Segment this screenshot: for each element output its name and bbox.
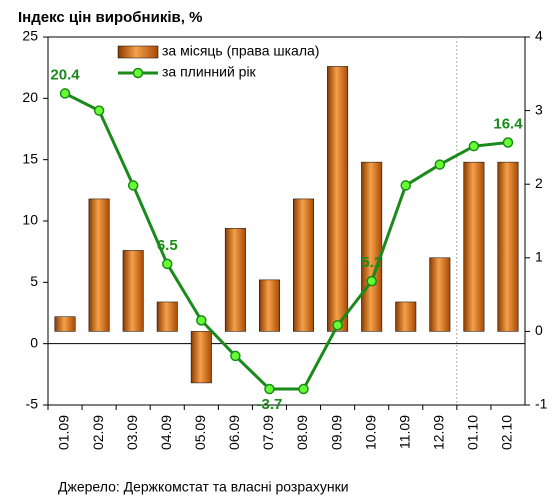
y-tick-label: 25: [22, 28, 38, 44]
y-tick-label: 15: [22, 150, 38, 166]
x-tick-label: 01.09: [56, 415, 72, 450]
bar: [122, 250, 144, 332]
y-tick-label: -5: [26, 396, 39, 412]
source-note: Джерело: Держкомстат та власні розрахунк…: [58, 479, 349, 495]
chart-title: Індекс цін виробників, %: [18, 9, 202, 26]
bar: [54, 316, 76, 332]
x-tick-label: 01.10: [465, 415, 481, 450]
y2-tick-label: 0: [535, 322, 543, 338]
data-label: 20.4: [50, 66, 80, 83]
bar: [395, 301, 417, 332]
y2-tick-label: 1: [535, 249, 543, 265]
marker: [366, 275, 377, 287]
x-tick-label: 12.09: [431, 415, 447, 450]
legend-swatch: [117, 45, 159, 59]
data-label: 16.4: [493, 115, 523, 132]
x-tick-label: 03.09: [124, 415, 140, 450]
bar: [361, 161, 383, 332]
x-tick-label: 07.09: [260, 415, 276, 450]
marker: [127, 180, 139, 191]
y2-tick-label: 4: [535, 28, 543, 44]
y2-tick-label: -1: [535, 396, 548, 412]
y-tick-label: 5: [30, 273, 38, 289]
y-tick-label: 10: [22, 212, 38, 228]
x-tick-label: 02.10: [499, 415, 515, 450]
bar: [463, 161, 485, 332]
marker: [400, 180, 411, 191]
bar: [327, 66, 349, 332]
bar: [88, 198, 110, 332]
bar: [258, 279, 280, 332]
marker: [332, 320, 343, 331]
marker: [93, 105, 105, 116]
x-tick-label: 11.09: [396, 415, 412, 449]
legend-label: за плинний рік: [162, 64, 257, 80]
x-tick-label: 09.09: [328, 415, 344, 450]
bar: [429, 257, 451, 332]
marker: [162, 258, 173, 270]
x-tick-label: 10.09: [362, 415, 378, 450]
data-label: 6.5: [157, 237, 178, 254]
data-label: -3.7: [257, 396, 283, 413]
x-tick-label: 05.09: [192, 415, 208, 450]
marker: [298, 383, 309, 395]
marker: [196, 315, 207, 326]
bar: [497, 161, 519, 332]
marker: [434, 159, 446, 170]
y-tick-label: 0: [30, 334, 38, 350]
legend-label: за місяць (права шкала): [162, 43, 319, 59]
x-tick-label: 04.09: [158, 415, 174, 450]
bar: [156, 301, 178, 332]
marker: [59, 88, 71, 99]
y2-tick-label: 2: [535, 175, 543, 191]
data-label: 5.1: [361, 254, 382, 271]
plot-frame: [47, 36, 526, 406]
line: [64, 92, 509, 391]
bar: [224, 228, 246, 332]
legend-marker: [132, 67, 144, 79]
x-tick-label: 08.09: [294, 415, 310, 450]
marker: [502, 137, 514, 148]
marker: [264, 383, 275, 395]
bar: [190, 331, 212, 384]
marker: [230, 350, 241, 362]
x-tick-label: 02.09: [90, 415, 106, 450]
bar: [293, 198, 315, 332]
x-tick-label: 06.09: [226, 415, 242, 450]
y-tick-label: 20: [22, 89, 38, 105]
y2-tick-label: 3: [535, 101, 543, 117]
marker: [468, 140, 480, 152]
